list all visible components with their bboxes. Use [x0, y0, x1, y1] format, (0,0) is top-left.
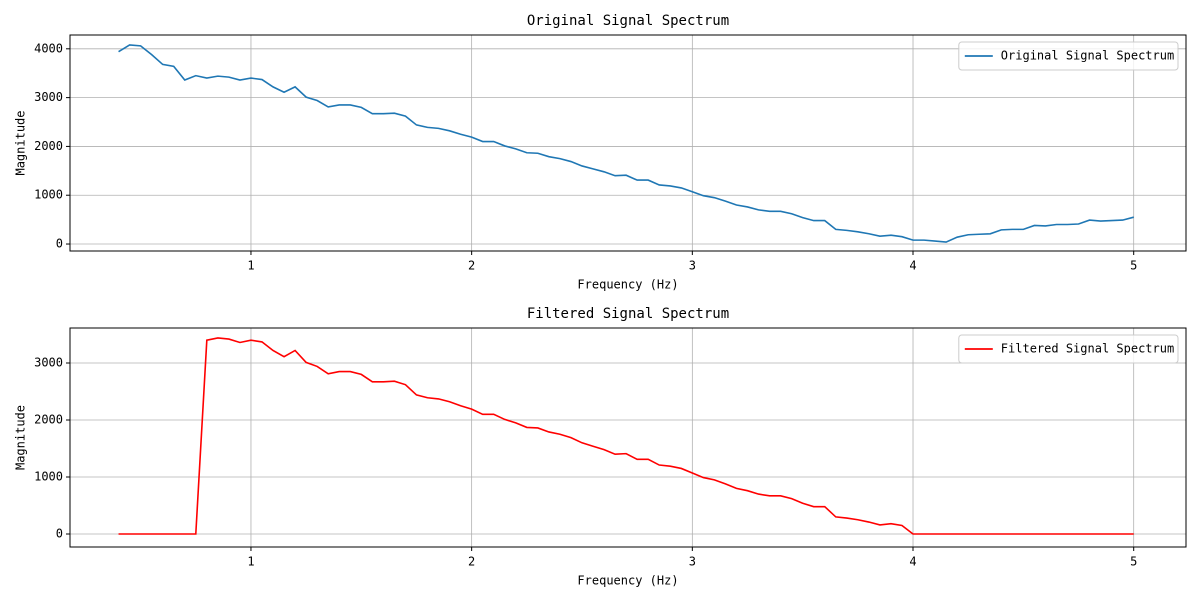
- legend-label: Filtered Signal Spectrum: [1001, 342, 1174, 356]
- x-tick-label: 4: [909, 259, 916, 273]
- x-tick-label: 1: [247, 555, 254, 569]
- plot-frame: [69, 327, 1187, 548]
- y-tick-label: 0: [56, 527, 63, 541]
- chart-title: Filtered Signal Spectrum: [527, 306, 729, 322]
- chart-title: Original Signal Spectrum: [527, 13, 729, 29]
- y-tick-label: 1000: [34, 470, 63, 484]
- x-axis-label: Frequency (Hz): [577, 574, 678, 588]
- x-tick-label: 2: [468, 259, 475, 273]
- y-tick-label: 0: [56, 237, 63, 251]
- y-axis-label: Magnitude: [14, 405, 28, 470]
- y-tick-label: 2000: [34, 139, 63, 153]
- legend-box: [958, 334, 1179, 364]
- x-tick-label: 5: [1130, 555, 1137, 569]
- y-tick-label: 3000: [34, 355, 63, 369]
- x-tick-label: 2: [468, 555, 475, 569]
- y-tick-label: 4000: [34, 41, 63, 55]
- y-tick-label: 3000: [34, 90, 63, 104]
- x-tick-label: 4: [909, 555, 916, 569]
- x-tick-label: 3: [689, 555, 696, 569]
- y-axis-label: Magnitude: [14, 110, 28, 175]
- legend-box: [958, 41, 1179, 71]
- legend-label: Original Signal Spectrum: [1001, 49, 1174, 63]
- x-axis-label: Frequency (Hz): [577, 278, 678, 292]
- x-tick-label: 3: [689, 259, 696, 273]
- data-line: [118, 44, 1134, 243]
- y-tick-label: 1000: [34, 188, 63, 202]
- data-line: [118, 337, 1134, 535]
- y-tick-label: 2000: [34, 413, 63, 427]
- x-tick-label: 1: [247, 259, 254, 273]
- x-tick-label: 5: [1130, 259, 1137, 273]
- plot-frame: [69, 34, 1187, 252]
